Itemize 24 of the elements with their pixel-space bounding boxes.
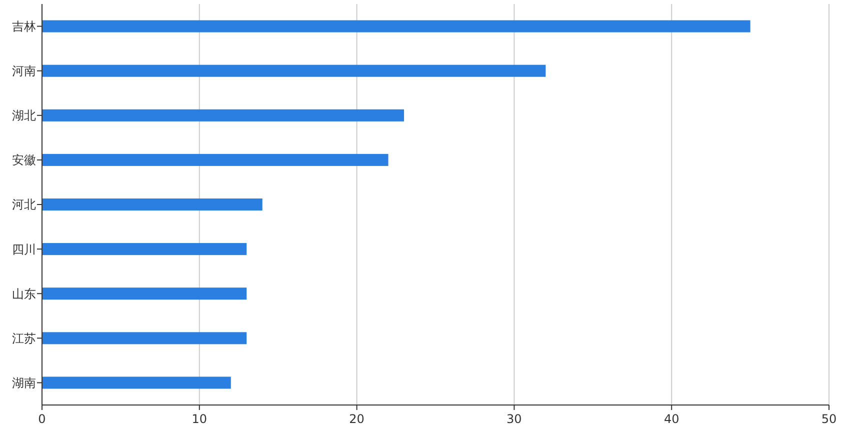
y-tick-label: 吉林 [12, 19, 36, 34]
x-tick-label: 40 [664, 412, 680, 426]
y-tick-label: 河北 [12, 198, 36, 212]
bar [42, 20, 750, 32]
bar [42, 109, 404, 122]
x-tick-label: 10 [192, 412, 208, 426]
bar [42, 376, 231, 389]
y-tick-label: 湖北 [12, 108, 36, 123]
y-tick-label: 河南 [12, 64, 36, 78]
bar [42, 64, 546, 77]
x-tick-label: 0 [38, 412, 46, 426]
bar [42, 243, 247, 256]
x-tick-label: 20 [349, 412, 364, 426]
y-tick-label: 湖南 [12, 376, 36, 390]
x-tick-label: 50 [821, 412, 837, 426]
y-tick-label: 安徽 [12, 153, 36, 168]
y-tick-label: 四川 [12, 242, 36, 256]
y-tick-label: 江苏 [12, 331, 36, 346]
y-tick-label: 山东 [12, 286, 36, 301]
bar [42, 198, 262, 211]
bar [42, 154, 388, 166]
x-tick-label: 30 [506, 412, 522, 426]
bar [42, 332, 247, 344]
bar [42, 288, 247, 300]
